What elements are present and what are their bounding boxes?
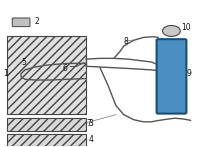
Bar	[7, 118, 86, 131]
Text: 2: 2	[35, 17, 40, 26]
Text: 6: 6	[63, 64, 67, 73]
Text: 4: 4	[88, 135, 93, 144]
Ellipse shape	[163, 25, 180, 36]
Text: 10: 10	[181, 23, 191, 32]
Text: 9: 9	[187, 69, 192, 78]
Bar	[7, 36, 86, 114]
Text: 8: 8	[124, 37, 128, 46]
Text: 1: 1	[3, 69, 8, 78]
Bar	[7, 134, 86, 146]
Text: 3: 3	[88, 119, 93, 128]
Text: 5: 5	[22, 58, 27, 67]
Text: 7: 7	[86, 119, 91, 128]
FancyBboxPatch shape	[157, 39, 186, 114]
FancyBboxPatch shape	[12, 18, 30, 27]
